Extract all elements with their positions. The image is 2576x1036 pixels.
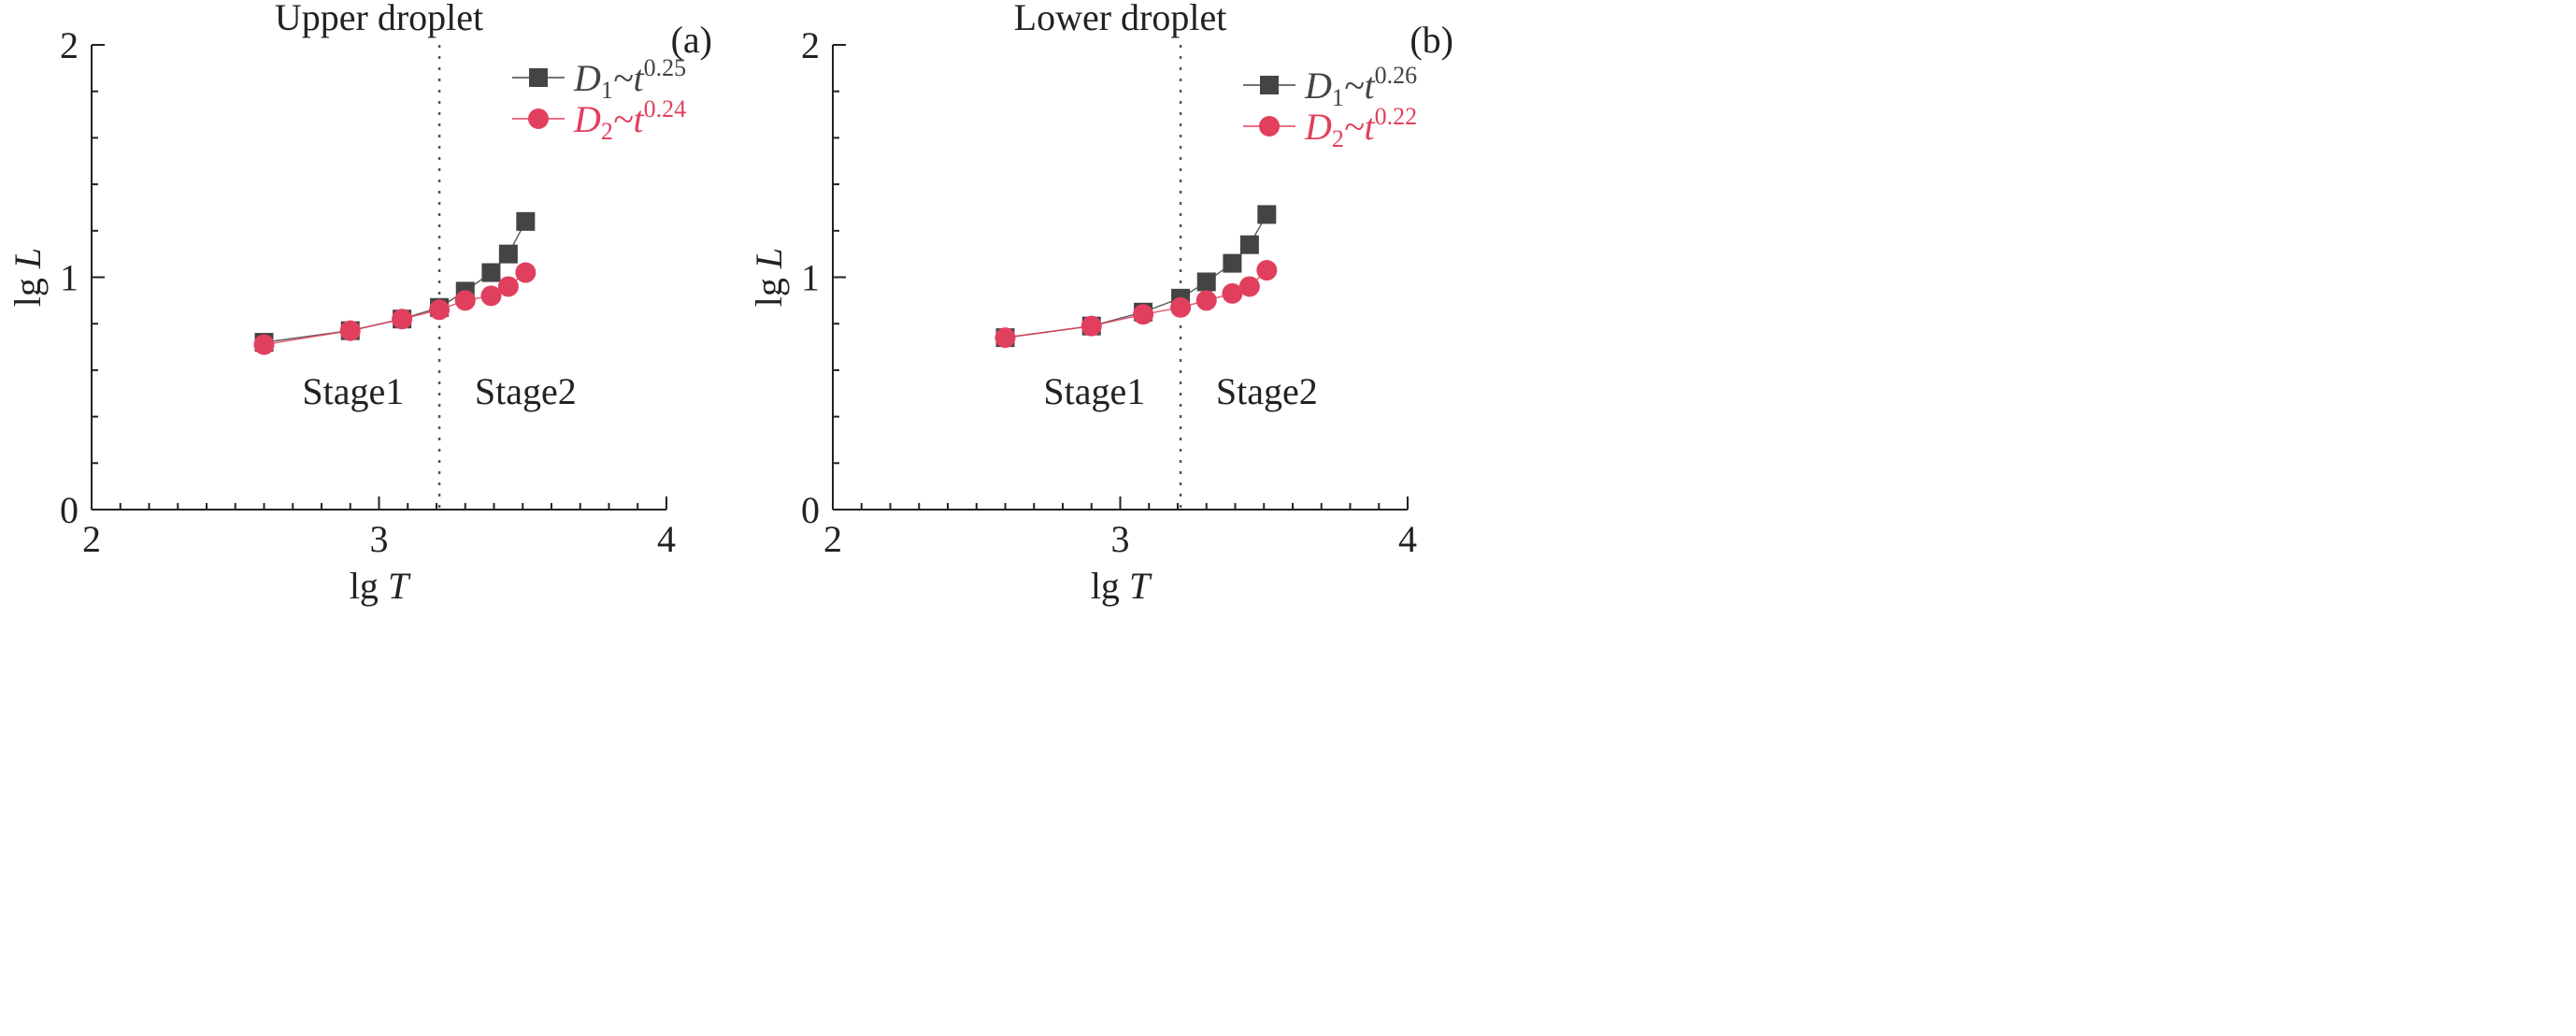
- y-axis-label: lg L: [748, 248, 790, 307]
- stage-label: Stage1: [1043, 370, 1145, 412]
- panel-label: (a): [671, 19, 712, 61]
- data-point-circle: [515, 262, 537, 283]
- legend-label-symbol: D: [1304, 65, 1332, 107]
- data-point-square: [1223, 253, 1242, 273]
- legend-label-exponent: 0.22: [1375, 103, 1418, 130]
- data-point-square: [516, 211, 536, 231]
- y-axis-label-variable: L: [748, 248, 790, 269]
- legend-label-exponent: 0.26: [1375, 62, 1418, 89]
- data-point-square: [1239, 235, 1259, 254]
- stage-label: Stage1: [302, 370, 404, 412]
- legend-marker-circle: [1259, 116, 1280, 137]
- data-point-circle: [1222, 282, 1243, 304]
- y-axis-label: lg L: [7, 248, 49, 307]
- data-point-circle: [497, 276, 519, 297]
- legend-label-symbol: D: [573, 98, 601, 140]
- x-axis-label-variable: T: [388, 565, 411, 607]
- x-tick-label: 2: [82, 518, 101, 560]
- chart-title: Upper droplet: [275, 0, 483, 38]
- x-axis-label-prefix: lg: [1091, 565, 1129, 607]
- data-point-circle: [339, 320, 361, 341]
- x-tick-label: 3: [370, 518, 389, 560]
- y-axis-label-prefix: lg: [748, 268, 790, 307]
- y-tick-label: 2: [801, 24, 820, 66]
- data-point-circle: [392, 309, 413, 330]
- data-point-square: [498, 244, 518, 264]
- y-axis-label-prefix: lg: [7, 268, 49, 307]
- legend-label: D1~t0.25: [573, 54, 686, 104]
- y-tick-label: 1: [60, 257, 79, 299]
- x-tick-label: 3: [1111, 518, 1130, 560]
- y-tick-label: 1: [801, 257, 820, 299]
- y-tick-label: 2: [60, 24, 79, 66]
- panel-label: (b): [1410, 19, 1453, 61]
- data-point-circle: [1195, 290, 1217, 311]
- legend-label-variable: ~t: [1344, 65, 1376, 107]
- data-point-circle: [1080, 315, 1102, 337]
- y-axis-label-variable: L: [7, 248, 49, 269]
- stage-label: Stage2: [475, 370, 577, 412]
- y-tick-label: 0: [60, 489, 79, 531]
- legend-marker-square: [529, 68, 548, 87]
- data-point-circle: [1170, 296, 1192, 318]
- data-point-circle: [429, 299, 451, 321]
- legend-label-variable: ~t: [1344, 106, 1376, 148]
- stage-label: Stage2: [1216, 370, 1318, 412]
- series-line: [264, 271, 526, 346]
- data-point-circle: [1238, 276, 1260, 297]
- legend-label-exponent: 0.24: [644, 95, 687, 122]
- chart-title: Lower droplet: [1014, 0, 1227, 38]
- data-point-circle: [480, 285, 502, 307]
- data-point-square: [1257, 205, 1277, 224]
- legend-label-variable: ~t: [613, 57, 645, 99]
- y-tick-label: 0: [801, 489, 820, 531]
- legend-label-symbol: D: [573, 57, 601, 99]
- data-point-circle: [1133, 304, 1154, 325]
- legend-label: D2~t0.22: [1304, 103, 1417, 152]
- data-point-square: [481, 263, 501, 282]
- x-axis-label-prefix: lg: [350, 565, 388, 607]
- data-point-circle: [1256, 260, 1278, 281]
- legend-label-subscript: 1: [601, 77, 613, 104]
- data-point-circle: [995, 327, 1016, 349]
- x-axis-label-variable: T: [1129, 565, 1152, 607]
- legend-label-exponent: 0.25: [644, 54, 687, 81]
- legend-label: D2~t0.24: [573, 95, 686, 145]
- x-tick-label: 2: [823, 518, 842, 560]
- data-point-circle: [454, 290, 476, 311]
- legend-marker-circle: [528, 108, 549, 129]
- legend-marker-square: [1260, 76, 1279, 94]
- data-point-square: [1196, 272, 1216, 292]
- legend-label-symbol: D: [1304, 106, 1332, 148]
- x-tick-label: 4: [1398, 518, 1417, 560]
- legend-label-subscript: 2: [1332, 125, 1344, 152]
- x-tick-label: 4: [657, 518, 676, 560]
- legend-label-subscript: 1: [1332, 84, 1344, 111]
- x-axis-label: lg T: [1091, 565, 1152, 607]
- legend-label-subscript: 2: [601, 118, 613, 145]
- x-axis-label: lg T: [350, 565, 411, 607]
- legend-label: D1~t0.26: [1304, 62, 1417, 111]
- data-point-circle: [253, 334, 275, 355]
- legend-label-variable: ~t: [613, 98, 645, 140]
